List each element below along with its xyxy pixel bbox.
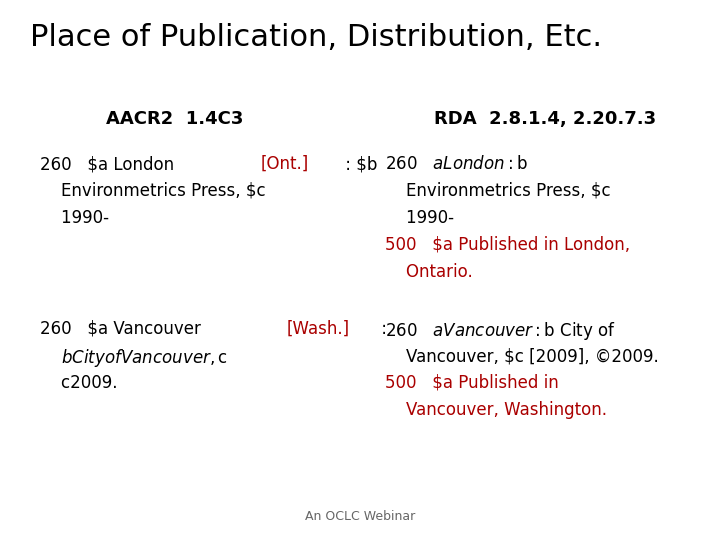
Text: 260   $a London: 260 $a London (40, 155, 179, 173)
Text: 500   $a Published in London,: 500 $a Published in London, (385, 236, 630, 254)
Text: Ontario.: Ontario. (385, 263, 473, 281)
Text: $b City of Vancouver, $c: $b City of Vancouver, $c (40, 347, 228, 369)
Text: 260   $a Vancouver: 260 $a Vancouver (40, 320, 206, 338)
Text: AACR2  1.4C3: AACR2 1.4C3 (107, 110, 243, 128)
Text: c2009.: c2009. (40, 374, 117, 392)
Text: RDA  2.8.1.4, 2.20.7.3: RDA 2.8.1.4, 2.20.7.3 (434, 110, 656, 128)
Text: Place of Publication, Distribution, Etc.: Place of Publication, Distribution, Etc. (30, 23, 602, 52)
Text: An OCLC Webinar: An OCLC Webinar (305, 510, 415, 523)
Text: Vancouver, Washington.: Vancouver, Washington. (385, 401, 607, 419)
Text: Environmetrics Press, $c: Environmetrics Press, $c (385, 182, 611, 200)
Text: 260   $a London : $b: 260 $a London : $b (385, 155, 528, 173)
Text: Environmetrics Press, $c: Environmetrics Press, $c (40, 182, 266, 200)
Text: 1990-: 1990- (40, 209, 109, 227)
Text: [Ont.]: [Ont.] (261, 155, 309, 173)
Text: 500   $a Published in: 500 $a Published in (385, 374, 559, 392)
Text: Vancouver, $c [2009], ©2009.: Vancouver, $c [2009], ©2009. (385, 347, 659, 365)
Text: 1990-: 1990- (385, 209, 454, 227)
Text: : $b: : $b (340, 155, 377, 173)
Text: 260   $a Vancouver : $b City of: 260 $a Vancouver : $b City of (385, 320, 616, 342)
Text: [Wash.]: [Wash.] (287, 320, 350, 338)
Text: :: : (376, 320, 387, 338)
